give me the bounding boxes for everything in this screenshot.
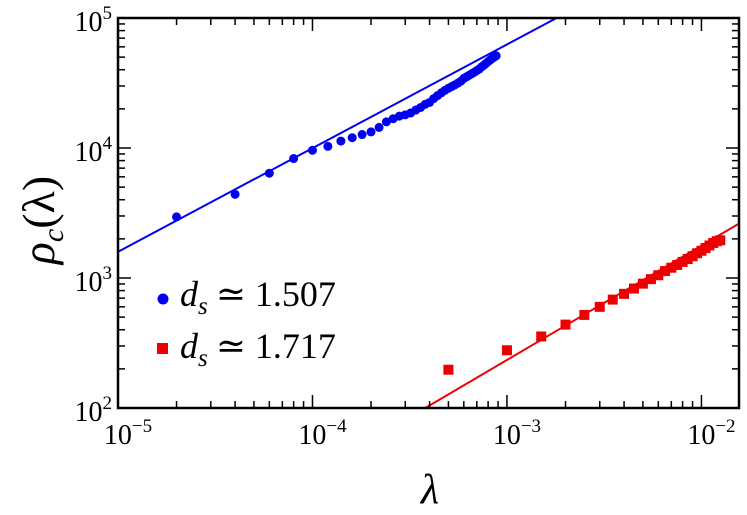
tick-labels: 10−5 10−4 10−3 10−2 102 103 104 105 bbox=[75, 3, 736, 451]
data-point-red bbox=[672, 259, 683, 270]
data-point-red bbox=[677, 256, 688, 267]
data-point-blue bbox=[323, 141, 333, 151]
data-point-red bbox=[594, 301, 605, 312]
data-point-red bbox=[579, 309, 590, 320]
legend-marker-blue bbox=[157, 293, 169, 305]
data-point-blue bbox=[347, 133, 357, 143]
data-point-blue bbox=[172, 212, 182, 222]
data-point-blue bbox=[289, 154, 299, 164]
data-point-red bbox=[628, 283, 639, 294]
y-tick-label: 102 bbox=[75, 393, 113, 428]
data-point-red bbox=[501, 345, 512, 356]
data-point-red bbox=[536, 331, 547, 342]
legend-label-blue: ds ≃ 1.507 bbox=[180, 274, 336, 320]
legend-entry-red: ds ≃ 1.717 bbox=[157, 326, 336, 372]
legend-entry-blue: ds ≃ 1.507 bbox=[157, 274, 336, 320]
x-axis-title: λ bbox=[419, 467, 439, 513]
data-point-red bbox=[666, 262, 677, 273]
data-point-blue bbox=[381, 117, 391, 127]
legend-marker-red bbox=[157, 343, 168, 354]
data-point-red bbox=[560, 319, 571, 330]
data-point-blue bbox=[336, 136, 346, 146]
data-point-red bbox=[660, 266, 671, 277]
legend: ds ≃ 1.507 ds ≃ 1.717 bbox=[157, 274, 336, 372]
y-axis-title: ρc(λ) bbox=[13, 176, 70, 266]
x-tick-label: 10−5 bbox=[104, 416, 152, 451]
y-tick-label: 103 bbox=[75, 263, 113, 298]
data-point-blue bbox=[307, 145, 317, 155]
y-tick-label: 105 bbox=[75, 3, 113, 38]
data-point-red bbox=[607, 294, 618, 305]
data-point-red bbox=[653, 270, 664, 281]
data-point-red bbox=[619, 288, 630, 299]
data-point-red bbox=[637, 278, 648, 289]
data-points bbox=[172, 51, 726, 375]
data-point-blue bbox=[357, 130, 367, 140]
x-tick-label: 10−3 bbox=[493, 416, 541, 451]
data-point-blue bbox=[366, 127, 376, 137]
data-point-blue bbox=[264, 168, 274, 178]
data-point-blue bbox=[491, 51, 501, 61]
data-point-blue bbox=[230, 189, 240, 199]
data-point-red bbox=[443, 364, 454, 375]
x-tick-label: 10−2 bbox=[687, 416, 735, 451]
data-point-red bbox=[715, 235, 726, 246]
legend-label-red: ds ≃ 1.717 bbox=[180, 326, 336, 372]
fit-line-blue bbox=[118, 18, 558, 253]
data-point-red bbox=[645, 274, 656, 285]
x-tick-label: 10−4 bbox=[298, 416, 347, 451]
plot-frame bbox=[116, 16, 741, 410]
y-tick-label: 104 bbox=[75, 133, 113, 168]
axis-ticks bbox=[117, 17, 739, 409]
data-point-blue bbox=[374, 122, 384, 132]
